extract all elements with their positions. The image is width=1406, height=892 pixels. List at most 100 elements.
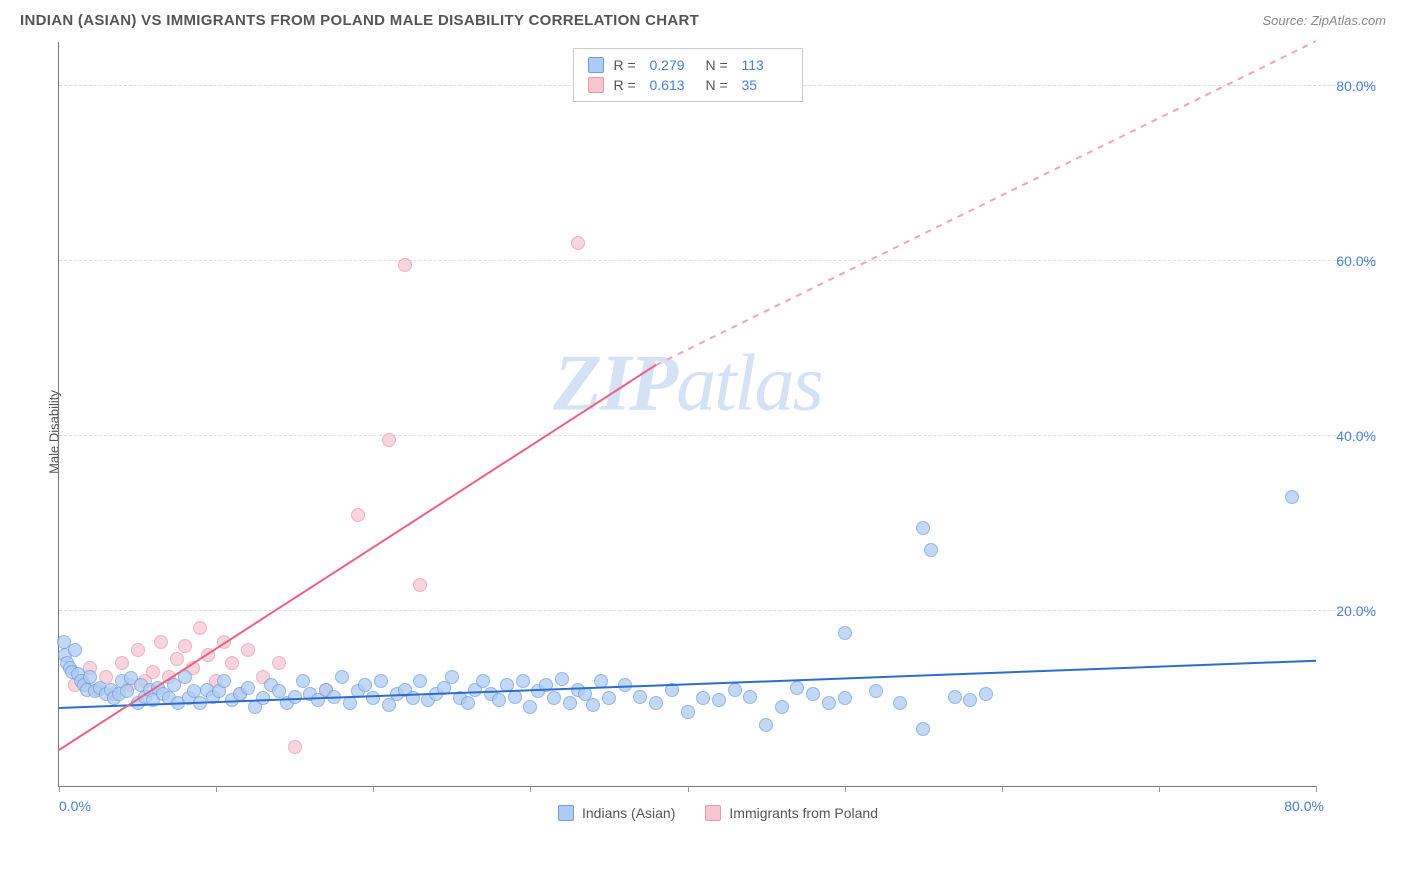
legend-r-label: R = [614, 57, 640, 73]
y-tick-label: 80.0% [1336, 78, 1376, 94]
data-point [476, 674, 490, 688]
data-point [602, 691, 616, 705]
legend-stats: R = 0.279 N = 113 R = 0.613 N = 35 [573, 48, 803, 102]
data-point [806, 687, 820, 701]
legend-stats-row: R = 0.613 N = 35 [588, 75, 788, 95]
data-point [374, 674, 388, 688]
swatch-icon [588, 57, 604, 73]
data-point [335, 670, 349, 684]
data-point [728, 683, 742, 697]
data-point [115, 656, 129, 670]
data-point [775, 700, 789, 714]
data-point [358, 678, 372, 692]
watermark-part1: ZIP [553, 340, 676, 428]
x-tick-mark [1159, 786, 1160, 792]
data-point [217, 674, 231, 688]
data-point [681, 705, 695, 719]
data-point [492, 693, 506, 707]
legend-series: Indians (Asian) Immigrants from Poland [558, 805, 878, 821]
data-point [893, 696, 907, 710]
data-point [193, 621, 207, 635]
x-tick-mark [845, 786, 846, 792]
legend-r-value: 0.613 [650, 77, 696, 93]
swatch-icon [588, 77, 604, 93]
grid-line [59, 610, 1376, 611]
data-point [523, 700, 537, 714]
data-point [712, 693, 726, 707]
source-label: Source: ZipAtlas.com [1262, 13, 1386, 28]
x-tick-mark [1316, 786, 1317, 792]
data-point [241, 643, 255, 657]
data-point [979, 687, 993, 701]
data-point [413, 578, 427, 592]
data-point [963, 693, 977, 707]
data-point [516, 674, 530, 688]
data-point [743, 690, 757, 704]
data-point [838, 691, 852, 705]
legend-n-label: N = [706, 77, 732, 93]
data-point [461, 696, 475, 710]
watermark-part2: atlas [676, 340, 822, 428]
chart-title: INDIAN (ASIAN) VS IMMIGRANTS FROM POLAND… [20, 12, 699, 29]
legend-n-value: 35 [742, 77, 788, 93]
x-tick-mark [216, 786, 217, 792]
data-point [649, 696, 663, 710]
legend-item: Indians (Asian) [558, 805, 675, 821]
data-point [924, 543, 938, 557]
data-point [759, 718, 773, 732]
data-point [948, 690, 962, 704]
data-point [288, 690, 302, 704]
data-point [633, 690, 647, 704]
data-point [696, 691, 710, 705]
data-point [241, 681, 255, 695]
data-point [178, 639, 192, 653]
x-tick-label: 80.0% [1284, 798, 1324, 814]
data-point [413, 674, 427, 688]
chart-container: Male Disability ZIPatlas R = 0.279 N = 1… [50, 37, 1386, 827]
legend-n-label: N = [706, 57, 732, 73]
data-point [351, 508, 365, 522]
data-point [822, 696, 836, 710]
x-tick-mark [59, 786, 60, 792]
data-point [1285, 490, 1299, 504]
data-point [916, 521, 930, 535]
x-tick-mark [373, 786, 374, 792]
data-point [225, 656, 239, 670]
data-point [288, 740, 302, 754]
data-point [296, 674, 310, 688]
legend-series-label: Immigrants from Poland [729, 805, 878, 821]
x-tick-mark [1002, 786, 1003, 792]
data-point [555, 672, 569, 686]
legend-r-value: 0.279 [650, 57, 696, 73]
data-point [146, 665, 160, 679]
data-point [170, 652, 184, 666]
y-tick-label: 20.0% [1336, 603, 1376, 619]
legend-r-label: R = [614, 77, 640, 93]
data-point [563, 696, 577, 710]
grid-line [59, 260, 1376, 261]
data-point [120, 684, 134, 698]
data-point [869, 684, 883, 698]
data-point [586, 698, 600, 712]
data-point [398, 258, 412, 272]
y-tick-label: 60.0% [1336, 253, 1376, 269]
x-tick-mark [530, 786, 531, 792]
data-point [916, 722, 930, 736]
data-point [382, 433, 396, 447]
data-point [154, 635, 168, 649]
data-point [131, 643, 145, 657]
data-point [366, 691, 380, 705]
swatch-icon [705, 805, 721, 821]
data-point [571, 236, 585, 250]
data-point [272, 656, 286, 670]
data-point [547, 691, 561, 705]
plot-area: ZIPatlas R = 0.279 N = 113 R = 0.613 N =… [58, 42, 1316, 787]
y-tick-label: 40.0% [1336, 428, 1376, 444]
data-point [445, 670, 459, 684]
swatch-icon [558, 805, 574, 821]
legend-series-label: Indians (Asian) [582, 805, 675, 821]
legend-item: Immigrants from Poland [705, 805, 878, 821]
data-point [790, 681, 804, 695]
data-point [838, 626, 852, 640]
grid-line [59, 435, 1376, 436]
